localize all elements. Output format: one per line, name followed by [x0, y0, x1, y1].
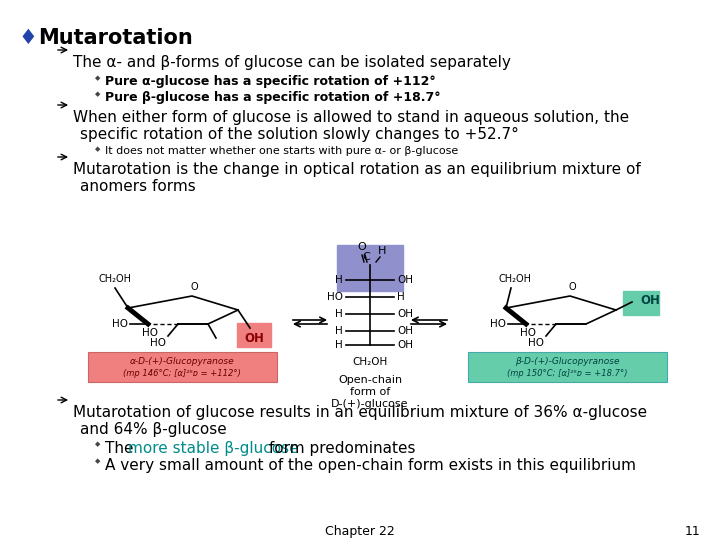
Text: O: O	[358, 242, 366, 252]
Text: H: H	[336, 326, 343, 336]
Text: HO: HO	[150, 338, 166, 348]
FancyBboxPatch shape	[88, 352, 277, 382]
Text: OH: OH	[640, 294, 660, 307]
Text: HO: HO	[327, 292, 343, 302]
Text: ◆: ◆	[95, 91, 100, 97]
Text: ◆: ◆	[95, 458, 100, 464]
Text: A very small amount of the open-chain form exists in this equilibrium: A very small amount of the open-chain fo…	[105, 458, 636, 473]
Text: HO: HO	[528, 338, 544, 348]
Text: Mutarotation is the change in optical rotation as an equilibrium mixture of: Mutarotation is the change in optical ro…	[73, 162, 641, 177]
Text: The α- and β-forms of glucose can be isolated separately: The α- and β-forms of glucose can be iso…	[73, 55, 511, 70]
Text: H: H	[336, 275, 343, 285]
Text: HO: HO	[490, 319, 506, 329]
Text: ◆: ◆	[95, 75, 100, 81]
Text: form predominates: form predominates	[264, 441, 415, 456]
Text: Open-chain: Open-chain	[338, 375, 402, 385]
Text: O: O	[190, 282, 198, 292]
Text: Pure α-glucose has a specific rotation of +112°: Pure α-glucose has a specific rotation o…	[105, 75, 436, 88]
Text: CH₂OH: CH₂OH	[99, 274, 132, 284]
FancyBboxPatch shape	[237, 323, 271, 347]
Text: OH: OH	[397, 275, 413, 285]
Text: Pure β-glucose has a specific rotation of +18.7°: Pure β-glucose has a specific rotation o…	[105, 91, 441, 104]
FancyBboxPatch shape	[337, 245, 403, 291]
Text: It does not matter whether one starts with pure α- or β-glucose: It does not matter whether one starts wi…	[105, 146, 458, 156]
Text: Chapter 22: Chapter 22	[325, 525, 395, 538]
Text: OH: OH	[244, 332, 264, 345]
Text: H: H	[336, 340, 343, 350]
Text: H: H	[397, 292, 405, 302]
Text: C: C	[362, 252, 370, 262]
Text: (mp 146°C; [α]²⁵ᴅ = +112°): (mp 146°C; [α]²⁵ᴅ = +112°)	[123, 368, 241, 377]
Text: OH: OH	[397, 309, 413, 319]
Text: α-D-(+)-Glucopyranose: α-D-(+)-Glucopyranose	[130, 357, 234, 367]
Text: H: H	[336, 309, 343, 319]
Text: HO: HO	[520, 328, 536, 338]
Text: OH: OH	[397, 326, 413, 336]
Text: Mutarotation of glucose results in an equilibrium mixture of 36% α-glucose: Mutarotation of glucose results in an eq…	[73, 405, 647, 420]
Text: H: H	[378, 246, 386, 256]
FancyBboxPatch shape	[468, 352, 667, 382]
Text: O: O	[568, 282, 576, 292]
Text: anomers forms: anomers forms	[80, 179, 196, 194]
Text: Mutarotation: Mutarotation	[38, 28, 193, 48]
Text: and 64% β-glucose: and 64% β-glucose	[80, 422, 227, 437]
Text: When either form of glucose is allowed to stand in aqueous solution, the: When either form of glucose is allowed t…	[73, 110, 629, 125]
Text: specific rotation of the solution slowly changes to +52.7°: specific rotation of the solution slowly…	[80, 127, 519, 142]
Text: ◆: ◆	[95, 146, 100, 152]
Text: HO: HO	[112, 319, 128, 329]
Text: The: The	[105, 441, 138, 456]
FancyBboxPatch shape	[623, 291, 659, 315]
Text: more stable β-glucose: more stable β-glucose	[128, 441, 299, 456]
Text: (mp 150°C; [α]²⁵ᴅ = +18.7°): (mp 150°C; [α]²⁵ᴅ = +18.7°)	[507, 368, 627, 377]
Text: ♦: ♦	[18, 28, 37, 48]
Text: OH: OH	[397, 340, 413, 350]
Text: form of: form of	[350, 387, 390, 397]
Text: CH₂OH: CH₂OH	[352, 357, 387, 367]
Text: β-D-(+)-Glucopyranose: β-D-(+)-Glucopyranose	[515, 357, 619, 367]
Text: ◆: ◆	[95, 441, 100, 447]
Text: 11: 11	[684, 525, 700, 538]
Text: D-(+)-glucose: D-(+)-glucose	[331, 399, 409, 409]
Text: HO: HO	[142, 328, 158, 338]
Text: CH₂OH: CH₂OH	[498, 274, 531, 284]
